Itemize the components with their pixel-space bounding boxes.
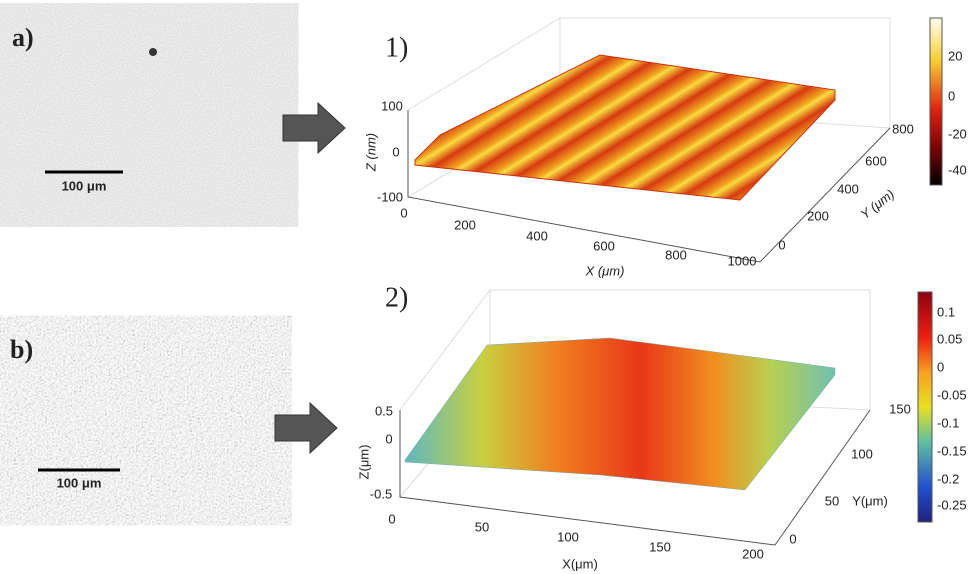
x-ticks-label: 0 <box>388 511 395 526</box>
z-axis-label: Z(μm) <box>356 445 371 480</box>
panel-label: a) <box>12 23 34 52</box>
z-axis-label: Z (nm) <box>363 133 378 172</box>
plot-label: 2) <box>385 282 408 313</box>
colorbar-tick-label: -20 <box>948 126 967 141</box>
colorbar-tick-label: 0.1 <box>937 304 955 319</box>
z-ticks-label: 0.5 <box>375 403 393 418</box>
z-ticks-label: 100 <box>381 98 403 113</box>
surface <box>414 54 836 201</box>
z-ticks-label: 0 <box>385 431 392 446</box>
colorbar-tick-label: -0.25 <box>937 497 967 512</box>
colorbar-tick-label: -0.2 <box>937 471 959 486</box>
y-ticks-label: 0 <box>778 237 785 252</box>
x-ticks-label: 1000 <box>728 253 757 268</box>
x-ticks-label: 200 <box>742 546 764 561</box>
y-axis-label: Y(μm) <box>852 493 888 508</box>
arrow <box>282 101 346 155</box>
particle <box>149 48 157 56</box>
y-ticks-label: 600 <box>865 153 887 168</box>
y-ticks-label: 400 <box>837 181 859 196</box>
x-ticks-label: 400 <box>526 228 548 243</box>
x-ticks-label: 800 <box>665 247 687 262</box>
colorbar-tick-label: 0 <box>948 88 955 103</box>
x-ticks-label: 100 <box>557 529 579 544</box>
scale-bar-label: 100 μm <box>62 178 107 193</box>
x-ticks-label: 50 <box>475 519 489 534</box>
plot-label: 1) <box>385 32 408 63</box>
colorbar-tick-label: -0.05 <box>937 387 967 402</box>
colorbar-tick-label: -0.15 <box>937 443 967 458</box>
y-ticks-label: 200 <box>807 208 829 223</box>
colorbar-tick-label: 20 <box>948 48 962 63</box>
colorbar-tick-label: 0 <box>937 359 944 374</box>
micrograph-b <box>10 333 266 508</box>
z-ticks-label: 0 <box>392 144 399 159</box>
colorbar-tick-label: 0.05 <box>937 331 962 346</box>
x-axis-label: X(μm) <box>562 556 598 571</box>
y-axis-label: Y (μm) <box>857 186 897 222</box>
colorbar-tick-label: -40 <box>948 162 967 177</box>
y-ticks-label: 50 <box>825 493 839 508</box>
scale-bar-label: 100 μm <box>57 475 102 490</box>
y-ticks-label: 100 <box>851 446 873 461</box>
micrograph-a <box>10 22 272 208</box>
x-ticks-label: 150 <box>649 539 671 554</box>
x-ticks-label: 600 <box>593 238 615 253</box>
panel-label: b) <box>10 335 33 364</box>
colorbar <box>929 17 943 186</box>
y-ticks-label: 0 <box>789 531 796 546</box>
colorbar-tick-label: -0.1 <box>937 415 959 430</box>
arrow <box>274 401 338 455</box>
y-ticks-label: 150 <box>889 401 911 416</box>
x-axis-label: X (μm) <box>585 263 625 278</box>
colorbar <box>917 291 933 523</box>
z-ticks-label: -0.5 <box>370 486 392 501</box>
surface <box>404 337 836 491</box>
z-ticks-label: -100 <box>377 189 403 204</box>
y-ticks-label: 800 <box>892 121 914 136</box>
x-ticks-label: 0 <box>400 205 407 220</box>
x-ticks-label: 200 <box>454 217 476 232</box>
